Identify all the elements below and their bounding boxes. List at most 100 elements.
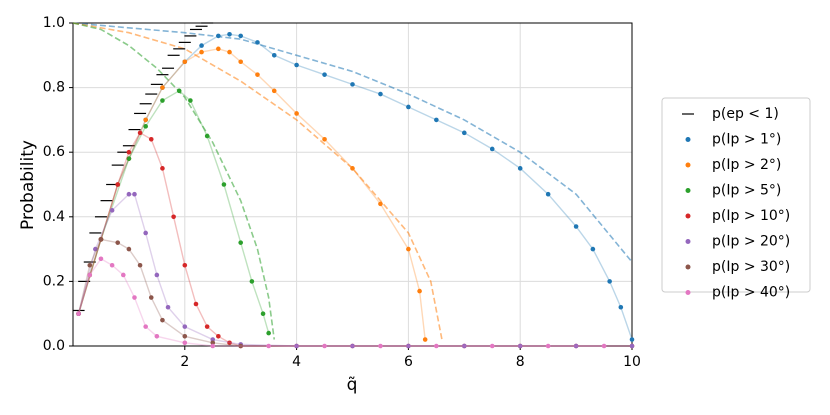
faint-line [77, 257, 605, 347]
dot [182, 340, 188, 346]
dot [109, 208, 115, 213]
dot [98, 256, 104, 262]
y-tick-label: 0.0 [43, 338, 65, 354]
dot [143, 124, 148, 129]
legend-label: p(Ip > 5°) [712, 183, 781, 199]
dot [193, 301, 199, 307]
dot [199, 43, 204, 48]
faint-line [77, 238, 241, 347]
dot [216, 334, 221, 339]
dot [378, 343, 383, 349]
legend-marker [685, 137, 691, 142]
dot [489, 146, 495, 152]
dot [148, 136, 154, 142]
y-tick-label: 0.6 [43, 144, 65, 160]
dot [255, 72, 260, 77]
dot [143, 324, 148, 329]
dot [210, 343, 216, 349]
dot [266, 343, 271, 349]
dot [216, 46, 221, 52]
legend-marker [685, 264, 691, 270]
legend-label: p(Ip > 1°) [712, 132, 781, 148]
faint-line [77, 131, 632, 347]
y-tick-label: 0.2 [43, 273, 65, 289]
dot [160, 85, 165, 90]
x-tick-label: 10 [623, 354, 641, 370]
dot [182, 324, 188, 329]
dot [132, 295, 137, 300]
dot [271, 88, 277, 94]
dot [182, 59, 188, 65]
dot [121, 272, 126, 278]
dot [210, 337, 216, 342]
x-tick-label: 8 [516, 354, 525, 370]
x-tick-label: 4 [292, 354, 301, 370]
dot [93, 246, 98, 252]
dot [573, 343, 579, 349]
dot [517, 343, 523, 349]
legend-label: p(Ip > 30°) [712, 259, 790, 275]
faint-line [77, 193, 632, 347]
dot [322, 343, 327, 349]
dot [154, 272, 160, 278]
dot [322, 136, 327, 142]
dot [160, 166, 165, 171]
dot [350, 343, 355, 349]
dot [294, 343, 299, 349]
dashed-curve [72, 22, 276, 340]
dot [238, 240, 243, 245]
legend-label: p(ep < 1) [712, 106, 779, 122]
dot [406, 343, 411, 349]
faint-line [77, 89, 270, 334]
dot [601, 343, 607, 349]
dot [204, 324, 210, 329]
dot [143, 117, 148, 123]
dot [378, 201, 383, 207]
legend-marker [685, 188, 691, 193]
y-tick-label: 0.8 [43, 80, 65, 96]
dot [517, 166, 523, 171]
dashed-curve [72, 22, 633, 263]
dot [160, 317, 165, 323]
dot [132, 191, 137, 197]
dot [126, 246, 132, 252]
dot [294, 111, 299, 116]
dot [249, 279, 255, 284]
dot [238, 343, 243, 349]
dot [238, 33, 243, 39]
legend-label: p(Ip > 2°) [712, 157, 781, 173]
dot [434, 117, 439, 123]
dot [573, 224, 579, 229]
dot [350, 166, 355, 171]
dot [204, 133, 210, 139]
dot [607, 279, 612, 284]
dot [629, 343, 635, 349]
faint-line [77, 33, 633, 340]
legend-marker [685, 239, 691, 244]
y-tick-label: 0.4 [43, 209, 65, 225]
dot [137, 262, 143, 268]
dot [590, 246, 596, 252]
dot [182, 334, 188, 339]
dot [227, 49, 232, 55]
dot [143, 230, 148, 236]
dot [87, 272, 93, 278]
legend-marker [685, 290, 691, 295]
dot [182, 262, 188, 268]
x-tick-label: 6 [404, 354, 413, 370]
dot [148, 295, 154, 300]
dot [271, 53, 277, 58]
y-tick-label: 1.0 [43, 15, 65, 31]
dot [188, 98, 193, 103]
legend-marker [685, 162, 691, 168]
legend-box [661, 97, 811, 293]
dot [406, 246, 411, 252]
dot [629, 337, 635, 342]
dot [350, 82, 355, 87]
legend-label: p(Ip > 40°) [712, 285, 790, 301]
dot [255, 40, 260, 45]
dot [76, 311, 81, 317]
dot [126, 191, 132, 197]
x-tick-label: 2 [180, 354, 189, 370]
dot [137, 130, 143, 136]
